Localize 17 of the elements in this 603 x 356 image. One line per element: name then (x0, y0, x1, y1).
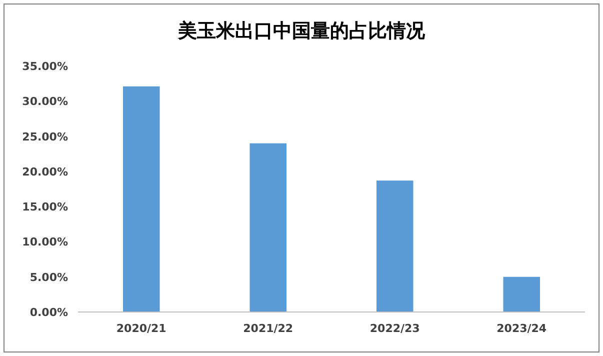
y-tick-label: 0.00% (30, 306, 68, 319)
bar (376, 180, 414, 312)
x-tick-label: 2021/22 (243, 322, 294, 335)
x-tick-label: 2020/21 (116, 322, 166, 335)
y-tick-label: 35.00% (22, 60, 68, 73)
y-tick-label: 20.00% (22, 165, 68, 178)
bar (122, 86, 160, 312)
y-tick-label: 25.00% (22, 130, 68, 144)
y-tick-label: 15.00% (22, 200, 68, 214)
y-tick-label: 10.00% (22, 236, 68, 249)
bar (250, 143, 287, 312)
y-tick-label: 5.00% (30, 270, 68, 284)
bar (503, 276, 540, 312)
x-tick-label: 2022/23 (370, 322, 420, 335)
chart-title: 美玉米出口中国量的占比情况 (177, 20, 426, 42)
x-tick-label: 2023/24 (496, 322, 547, 335)
y-tick-label: 30.00% (22, 95, 68, 108)
